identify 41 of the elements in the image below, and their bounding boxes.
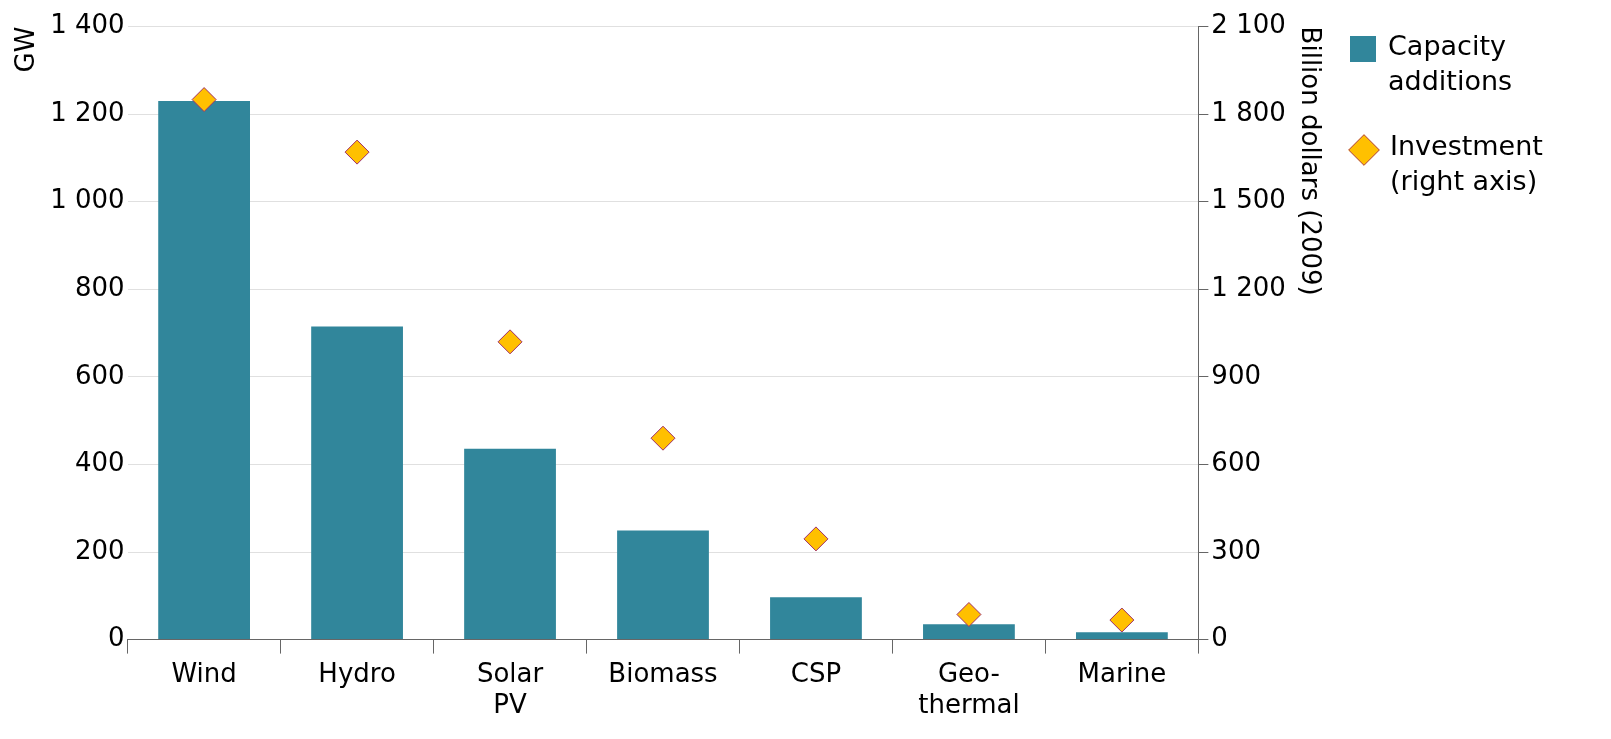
y2-tick-label: 1 200: [1211, 272, 1286, 303]
x-tick-label: CSP: [790, 657, 842, 688]
x-tick-label: Hydro: [318, 657, 396, 688]
point: [191, 87, 217, 113]
x-tick-label: Solar PV: [476, 657, 544, 720]
point: [344, 139, 370, 165]
bar: [464, 448, 556, 640]
y-tick-label: 1 200: [50, 96, 125, 127]
y-axis-title: GW: [10, 26, 41, 73]
point: [497, 329, 523, 355]
y2-axis-title: Billion dollars (2009): [1295, 26, 1326, 296]
bar: [311, 326, 403, 640]
y-tick-label: 1 000: [50, 184, 125, 215]
bar: [770, 597, 862, 640]
y2-tick-label: 2 100: [1211, 9, 1286, 40]
x-tick-label: Wind: [171, 657, 237, 688]
bar: [617, 530, 709, 640]
y2-tick-label: 900: [1211, 359, 1262, 390]
y-tick-label: 800: [74, 272, 125, 303]
y-tick-label: 400: [74, 447, 125, 478]
y-tick-label: 200: [74, 534, 125, 565]
point: [1109, 607, 1135, 633]
bar: [1076, 632, 1168, 640]
y-tick-label: 0: [108, 622, 125, 653]
y2-tick-label: 0: [1211, 622, 1228, 653]
y2-tick-label: 1 500: [1211, 184, 1286, 215]
point: [803, 526, 829, 552]
x-tick-label: Geo- thermal: [918, 657, 1020, 720]
y-tick-label: 600: [74, 359, 125, 390]
x-tick-label: Biomass: [608, 657, 718, 688]
point: [650, 425, 676, 451]
y2-tick-label: 1 800: [1211, 96, 1286, 127]
legend-label: Investment (right axis): [1390, 129, 1543, 199]
x-tick-label: Marine: [1077, 657, 1167, 688]
point: [956, 602, 982, 627]
y2-tick-label: 600: [1211, 447, 1262, 478]
bar: [923, 624, 1015, 640]
y2-tick-label: 300: [1211, 534, 1262, 565]
legend-label: Capacity additions: [1388, 29, 1513, 99]
bar: [158, 101, 250, 640]
y-tick-label: 1 400: [50, 9, 125, 40]
